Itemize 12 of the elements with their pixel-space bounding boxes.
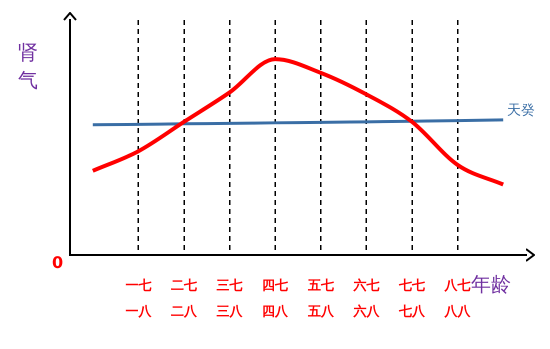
x-tick-label: 二七二八	[171, 278, 198, 320]
text: 0	[52, 253, 64, 272]
x-tick-label: 四七四八	[262, 278, 290, 320]
x-tick-label: 五七五八	[306, 278, 335, 320]
x-tick-label: 六七六八	[352, 277, 380, 320]
x-tick-label: 七七七八	[398, 278, 426, 320]
y-axis-title: 肾气	[18, 39, 39, 94]
x-axis-title: 年龄	[471, 271, 511, 298]
x-tick-label: 八七八八	[444, 278, 472, 320]
x-tick-label: 三七三八	[216, 278, 244, 320]
series-label: 天癸	[507, 102, 536, 119]
x-tick-label: 一七一八	[125, 278, 152, 320]
